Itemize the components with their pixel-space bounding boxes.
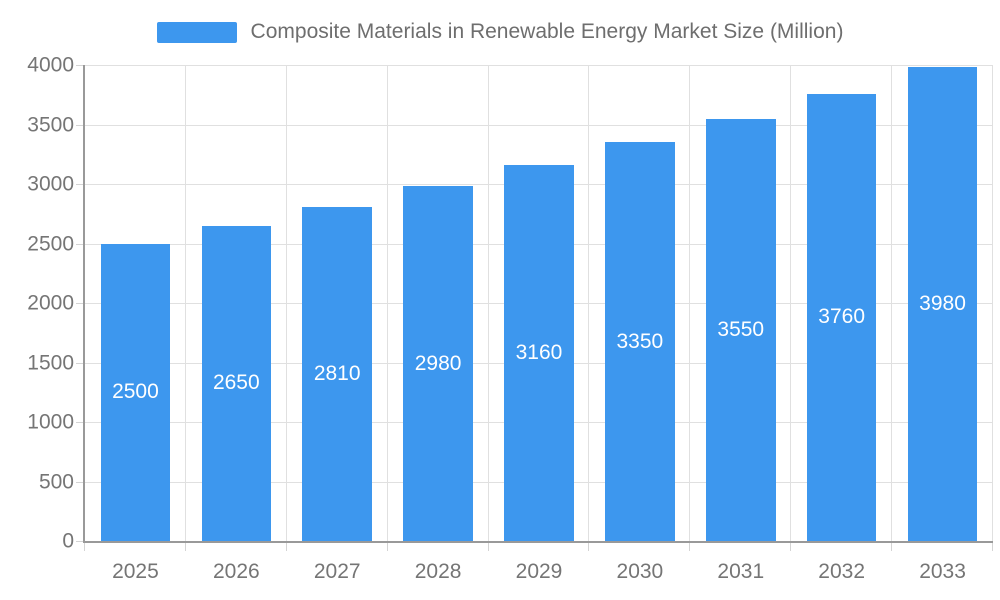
y-axis-tick [76,541,84,542]
bar-value-label: 3550 [717,317,765,341]
y-tick-label: 500 [38,470,74,493]
bar-value-label: 2980 [414,351,462,375]
y-tick-label: 3500 [27,113,74,136]
x-axis-labels: 2025 2026 2027 2028 2029 2030 2031 2032 2033 [85,558,993,588]
bar-slot: 3160 [489,65,590,541]
x-axis-tick [184,543,186,551]
gridline-vertical [891,65,893,541]
bar-value-label: 3350 [616,329,664,353]
x-axis-tick [891,543,893,551]
bar-slot: 2500 [85,65,186,541]
bar-value-label: 3980 [919,292,966,316]
y-tick-label: 0 [62,529,74,553]
bar[interactable]: 3760 [806,93,877,541]
y-axis-tick [76,243,84,245]
legend[interactable]: Composite Materials in Renewable Energy … [0,19,1000,45]
gridline-vertical [992,65,993,541]
bar-slot: 2980 [388,65,489,541]
legend-label: Composite Materials in Renewable Energy … [250,20,844,43]
gridline-vertical [790,65,792,541]
gridline-vertical [184,65,186,541]
x-tick-label: 2033 [919,560,966,583]
y-tick-label: 3000 [27,172,74,196]
x-tick-label: 2031 [717,560,765,583]
bar-slot: 3350 [589,65,690,541]
y-axis-tick [76,422,84,423]
legend-swatch [156,21,237,43]
bar[interactable]: 3980 [907,67,978,541]
y-axis-tick [76,303,84,304]
x-axis-tick [992,543,993,551]
x-tick-label: 2026 [212,560,260,583]
y-axis-tick [76,481,84,483]
bar[interactable]: 2980 [403,186,473,541]
y-axis-tick [76,124,84,126]
x-tick-label: 2027 [313,560,361,583]
y-axis-tick [76,65,84,66]
x-axis-line [83,541,993,543]
x-axis-tick [84,543,85,551]
bar-slot: 2650 [186,65,287,541]
gridline-vertical [386,65,388,541]
gridline-vertical [285,65,287,541]
x-tick-label: 2032 [818,560,866,583]
x-axis-tick [285,543,287,551]
y-axis-tick [76,362,84,364]
bar-value-label: 2500 [112,380,159,404]
y-axis-tick [76,184,84,185]
bar-slot: 3550 [690,65,791,541]
y-axis-line [83,65,85,543]
y-tick-label: 1500 [27,351,74,374]
y-tick-label: 1000 [27,410,74,434]
bar[interactable]: 3350 [605,142,675,541]
bar[interactable]: 2650 [201,225,272,541]
bar-value-label: 3160 [515,340,563,364]
x-tick-label: 2025 [112,560,159,583]
bar-value-label: 2650 [212,371,260,395]
x-axis-tick [790,543,792,551]
gridline-horizontal [85,124,993,126]
gridline-vertical [487,65,489,541]
y-tick-label: 2000 [27,291,74,315]
x-tick-label: 2028 [414,560,462,583]
x-tick-label: 2029 [515,560,563,583]
bar-slot: 2810 [287,65,388,541]
bar[interactable]: 2500 [100,243,171,541]
x-axis-tick [487,543,489,551]
gridline-vertical [588,65,590,541]
plot-area: 2500 2650 2810 2980 3160 3350 3550 3760 3980 [76,65,993,551]
x-axis-tick [386,543,388,551]
y-tick-label: 2500 [27,232,74,255]
x-axis-tick [588,543,590,551]
bar-slot: 3760 [791,65,892,541]
bar-value-label: 3760 [818,305,865,329]
y-tick-label: 4000 [27,53,74,77]
gridline-vertical [689,65,691,541]
bar[interactable]: 3160 [504,164,574,541]
x-tick-label: 2030 [616,560,664,583]
y-axis-labels: 0 500 1000 1500 2000 2500 3000 3500 4000 [0,55,74,552]
x-axis-tick [689,543,691,551]
bar[interactable]: 3550 [705,118,776,541]
bar-value-label: 2810 [313,361,361,385]
bar[interactable]: 2810 [302,206,372,541]
gridline-horizontal [85,65,993,66]
bar-slot: 3980 [892,65,993,541]
